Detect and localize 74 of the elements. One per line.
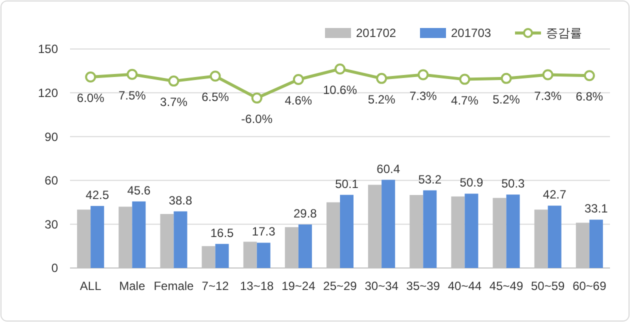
data-label: 5.2% <box>492 92 520 106</box>
x-tick-label: Female <box>154 279 194 293</box>
data-label: 5.2% <box>368 92 396 106</box>
x-tick-label: 40~44 <box>448 279 482 293</box>
y-tick-label: 120 <box>38 86 58 100</box>
data-label: 7.5% <box>118 88 146 102</box>
bar <box>132 201 146 268</box>
point <box>418 69 429 80</box>
bar <box>90 206 104 268</box>
point <box>500 72 512 84</box>
x-tick-label: 13~18 <box>240 279 274 293</box>
x-tick-label: 19~24 <box>282 279 316 293</box>
point <box>376 72 388 84</box>
x-tick-label: 30~34 <box>364 279 399 293</box>
bar <box>174 211 188 268</box>
data-label: 7.3% <box>409 88 438 103</box>
data-label: 38.8 <box>168 193 192 208</box>
point <box>168 76 180 87</box>
x-tick-label: Male <box>119 279 146 293</box>
data-label: 29.8 <box>294 206 318 220</box>
data-label: 10.6% <box>322 82 358 97</box>
data-label: 6.8% <box>576 90 604 104</box>
y-tick-label: 0 <box>51 261 58 276</box>
point <box>334 63 346 74</box>
data-label: 7.3% <box>534 88 562 103</box>
data-label: 4.7% <box>451 93 479 108</box>
x-tick-label: 60~69 <box>572 279 607 293</box>
data-label: 60.4 <box>376 162 400 176</box>
data-label: 45.6 <box>127 183 151 198</box>
point <box>584 70 595 82</box>
point <box>542 69 554 80</box>
x-tick-label: 35~39 <box>406 279 440 293</box>
data-label: 6.0% <box>76 91 105 106</box>
x-tick-label: 45~49 <box>489 279 524 293</box>
point <box>85 72 96 83</box>
point <box>126 68 138 80</box>
x-tick-label: 7~12 <box>202 279 230 293</box>
y-tick-label: 90 <box>44 130 58 144</box>
data-label: 4.6% <box>284 93 312 108</box>
bar <box>506 194 520 268</box>
y-tick-label: 60 <box>44 174 58 188</box>
legend-label: 201703 <box>451 26 492 40</box>
data-label: 42.5 <box>86 188 110 202</box>
bar <box>298 224 312 268</box>
point <box>251 92 262 104</box>
bar <box>256 242 270 268</box>
y-tick-label: 150 <box>38 42 58 56</box>
data-label: 42.7 <box>542 188 567 202</box>
data-label: 50.9 <box>460 176 484 190</box>
x-tick-label: 25~29 <box>323 279 358 293</box>
bar <box>382 180 396 268</box>
bar <box>215 244 229 268</box>
data-label: 16.5 <box>210 226 234 240</box>
point <box>292 74 304 85</box>
bar <box>548 206 562 268</box>
data-label: 53.2 <box>418 172 442 186</box>
bar <box>423 190 437 268</box>
point <box>459 74 470 85</box>
bar <box>464 194 478 268</box>
data-label: -6.0% <box>241 112 273 126</box>
legend-label: 증감률 <box>546 26 582 40</box>
data-label: 33.1 <box>584 202 608 216</box>
data-label: 3.7% <box>160 95 188 110</box>
point <box>210 70 221 82</box>
data-label: 17.3 <box>252 224 276 239</box>
legend-label: 201702 <box>356 26 396 40</box>
data-label: 50.3 <box>501 176 526 191</box>
bar <box>589 220 603 268</box>
data-label: 50.1 <box>335 176 359 191</box>
x-tick-label: 50~59 <box>531 279 566 293</box>
data-label: 6.5% <box>202 90 230 104</box>
y-tick-label: 30 <box>44 217 58 232</box>
bar <box>340 194 354 268</box>
x-tick-label: ALL <box>80 279 102 293</box>
